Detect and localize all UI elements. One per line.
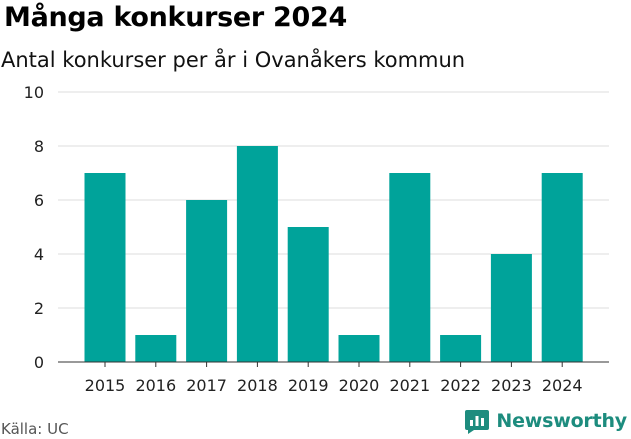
bar-2024 <box>541 173 583 362</box>
chart-subtitle: Antal konkurser per år i Ovanåkers kommu… <box>1 48 466 72</box>
bar-2020 <box>338 335 380 362</box>
x-tick-label: 2015 <box>85 376 126 395</box>
x-tick-label: 2020 <box>339 376 380 395</box>
x-tick-label: 2022 <box>440 376 481 395</box>
newsworthy-logo-icon <box>465 410 490 434</box>
brand-logo: Newsworthy <box>464 408 627 434</box>
y-axis-ticks: 0 2 4 6 8 10 <box>24 83 44 372</box>
bar-2016 <box>135 335 177 362</box>
y-tick-label: 10 <box>24 83 44 102</box>
y-tick-label: 6 <box>34 191 44 210</box>
x-tick-label: 2017 <box>186 376 227 395</box>
bar-2019 <box>287 227 329 362</box>
brand-name: Newsworthy <box>496 410 627 432</box>
chart-title: Många konkurser 2024 <box>4 2 347 33</box>
bars <box>84 146 583 362</box>
bar-2021 <box>389 173 431 362</box>
source-note: Källa: UC <box>1 420 69 438</box>
y-tick-label: 8 <box>34 137 44 156</box>
x-axis-ticks: 2015 2016 2017 2018 2019 2020 2021 2022 2023 2024 <box>85 362 583 395</box>
x-tick-label: 2016 <box>135 376 176 395</box>
x-tick-label: 2023 <box>491 376 532 395</box>
x-tick-label: 2018 <box>237 376 278 395</box>
x-tick-label: 2024 <box>542 376 583 395</box>
y-tick-label: 2 <box>34 299 44 318</box>
y-tick-label: 0 <box>34 353 44 372</box>
x-tick-label: 2021 <box>389 376 430 395</box>
bar-2023 <box>490 254 532 362</box>
bar-2022 <box>440 335 482 362</box>
bar-2018 <box>236 146 278 362</box>
bar-2017 <box>186 200 228 362</box>
bar-2015 <box>84 173 126 362</box>
y-tick-label: 4 <box>34 245 44 264</box>
x-tick-label: 2019 <box>288 376 329 395</box>
bar-chart: 0 2 4 6 8 10 2015 2016 2017 2018 2019 2020 2021 2022… <box>24 83 609 395</box>
